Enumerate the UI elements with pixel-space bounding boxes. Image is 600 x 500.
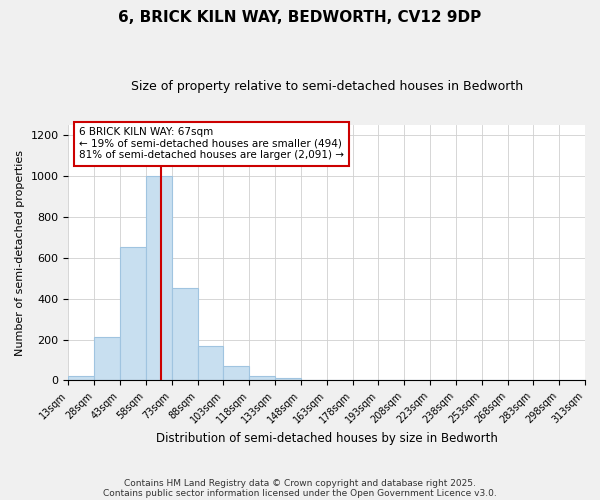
Text: 6 BRICK KILN WAY: 67sqm
← 19% of semi-detached houses are smaller (494)
81% of s: 6 BRICK KILN WAY: 67sqm ← 19% of semi-de… [79,128,344,160]
Text: Contains public sector information licensed under the Open Government Licence v3: Contains public sector information licen… [103,488,497,498]
Bar [249,376,275,380]
Bar [223,366,249,380]
Bar [197,346,223,380]
Bar [68,376,94,380]
Text: Contains HM Land Registry data © Crown copyright and database right 2025.: Contains HM Land Registry data © Crown c… [124,478,476,488]
Title: Size of property relative to semi-detached houses in Bedworth: Size of property relative to semi-detach… [131,80,523,93]
Bar [94,338,120,380]
Bar [275,378,301,380]
Bar [172,288,197,380]
Bar [146,176,172,380]
Text: 6, BRICK KILN WAY, BEDWORTH, CV12 9DP: 6, BRICK KILN WAY, BEDWORTH, CV12 9DP [118,10,482,25]
X-axis label: Distribution of semi-detached houses by size in Bedworth: Distribution of semi-detached houses by … [156,432,497,445]
Bar [120,248,146,380]
Y-axis label: Number of semi-detached properties: Number of semi-detached properties [15,150,25,356]
